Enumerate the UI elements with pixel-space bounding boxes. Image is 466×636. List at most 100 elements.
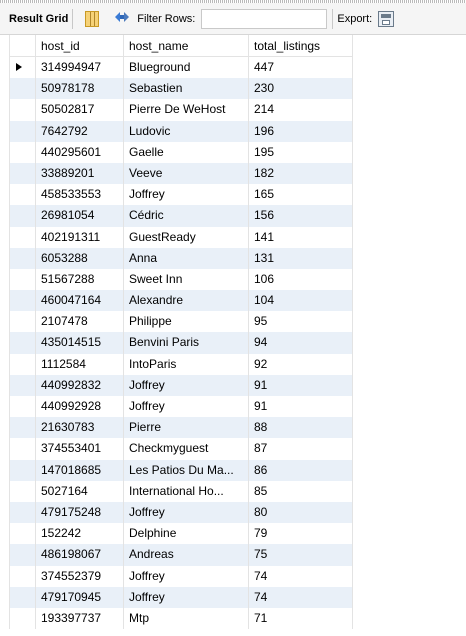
row-selector-header[interactable] <box>10 35 36 56</box>
table-row[interactable]: 458533553 Joffrey 165 <box>10 184 353 206</box>
cell-host-name[interactable]: IntoParis <box>124 353 249 375</box>
cell-total-listings[interactable]: 85 <box>249 480 353 502</box>
row-selector[interactable] <box>10 353 36 375</box>
column-header-host-name[interactable]: host_name <box>124 35 249 56</box>
row-selector[interactable] <box>10 120 36 142</box>
cell-host-id[interactable]: 7642792 <box>36 120 124 142</box>
row-selector[interactable] <box>10 226 36 248</box>
table-row[interactable]: 26981054 Cédric 156 <box>10 205 353 227</box>
cell-host-name[interactable]: Philippe <box>124 311 249 333</box>
cell-host-id[interactable]: 479170945 <box>36 586 124 608</box>
cell-total-listings[interactable]: 94 <box>249 332 353 354</box>
cell-host-name[interactable]: Veeve <box>124 162 249 185</box>
cell-host-name[interactable]: Cédric <box>124 205 249 227</box>
cell-total-listings[interactable]: 165 <box>249 184 353 206</box>
row-selector[interactable] <box>10 565 36 587</box>
table-row[interactable]: 1112584 IntoParis 92 <box>10 353 353 375</box>
row-selector[interactable] <box>10 417 36 439</box>
row-selector[interactable] <box>10 184 36 206</box>
cell-host-id[interactable]: 458533553 <box>36 184 124 206</box>
row-selector[interactable] <box>10 141 36 163</box>
row-selector[interactable] <box>10 99 36 121</box>
row-selector[interactable] <box>10 57 36 79</box>
cell-host-id[interactable]: 440992928 <box>36 396 124 418</box>
column-header-total-listings[interactable]: total_listings <box>249 35 353 56</box>
cell-host-id[interactable]: 314994947 <box>36 57 124 79</box>
cell-total-listings[interactable]: 75 <box>249 544 353 566</box>
table-row[interactable]: 2107478 Philippe 95 <box>10 311 353 333</box>
table-row[interactable]: 7642792 Ludovic 196 <box>10 120 353 142</box>
cell-host-name[interactable]: Blueground <box>124 57 249 79</box>
grid-layout-icon[interactable] <box>85 10 100 27</box>
cell-host-name[interactable]: International Ho... <box>124 480 249 502</box>
cell-host-name[interactable]: Anna <box>124 247 249 269</box>
cell-host-name[interactable]: Sweet Inn <box>124 268 249 291</box>
cell-total-listings[interactable]: 104 <box>249 290 353 312</box>
table-row[interactable]: 440992928 Joffrey 91 <box>10 396 353 418</box>
row-selector[interactable] <box>10 290 36 312</box>
cell-total-listings[interactable]: 131 <box>249 247 353 269</box>
row-selector[interactable] <box>10 586 36 608</box>
cell-total-listings[interactable]: 195 <box>249 141 353 163</box>
cell-host-name[interactable]: Mtp <box>124 607 249 630</box>
cell-total-listings[interactable]: 74 <box>249 565 353 587</box>
table-row[interactable]: 33889201 Veeve 182 <box>10 162 353 185</box>
row-selector[interactable] <box>10 438 36 460</box>
table-row[interactable]: 435014515 Benvini Paris 94 <box>10 332 353 354</box>
cell-host-id[interactable]: 5027164 <box>36 480 124 502</box>
cell-host-id[interactable]: 21630783 <box>36 417 124 439</box>
row-selector[interactable] <box>10 607 36 630</box>
cell-host-id[interactable]: 1112584 <box>36 353 124 375</box>
table-row[interactable]: 152242 Delphine 79 <box>10 523 353 545</box>
cell-total-listings[interactable]: 88 <box>249 417 353 439</box>
row-selector[interactable] <box>10 480 36 502</box>
row-selector[interactable] <box>10 396 36 418</box>
cell-host-name[interactable]: Sebastien <box>124 78 249 100</box>
cell-host-name[interactable]: Checkmyguest <box>124 438 249 460</box>
cell-host-id[interactable]: 435014515 <box>36 332 124 354</box>
table-row[interactable]: 440992832 Joffrey 91 <box>10 374 353 396</box>
row-selector[interactable] <box>10 162 36 185</box>
cell-host-id[interactable]: 374553401 <box>36 438 124 460</box>
cell-host-name[interactable]: Gaelle <box>124 141 249 163</box>
cell-host-id[interactable]: 460047164 <box>36 290 124 312</box>
cell-total-listings[interactable]: 92 <box>249 353 353 375</box>
table-row[interactable]: 50502817 Pierre De WeHost 214 <box>10 99 353 121</box>
cell-host-id[interactable]: 33889201 <box>36 162 124 185</box>
result-grid-tab[interactable]: Result Grid <box>9 12 69 25</box>
cell-host-id[interactable]: 374552379 <box>36 565 124 587</box>
refresh-icon[interactable] <box>113 10 131 27</box>
cell-host-name[interactable]: Benvini Paris <box>124 332 249 354</box>
cell-total-listings[interactable]: 80 <box>249 501 353 524</box>
export-icon[interactable] <box>378 10 395 27</box>
row-selector[interactable] <box>10 205 36 227</box>
cell-total-listings[interactable]: 156 <box>249 205 353 227</box>
cell-host-name[interactable]: GuestReady <box>124 226 249 248</box>
cell-total-listings[interactable]: 71 <box>249 607 353 630</box>
table-row[interactable]: 50978178 Sebastien 230 <box>10 78 353 100</box>
cell-host-id[interactable]: 50978178 <box>36 78 124 100</box>
cell-host-id[interactable]: 26981054 <box>36 205 124 227</box>
column-header-host-id[interactable]: host_id <box>36 35 124 56</box>
row-selector[interactable] <box>10 544 36 566</box>
table-row[interactable]: 314994947 Blueground 447 <box>10 57 353 79</box>
cell-host-id[interactable]: 6053288 <box>36 247 124 269</box>
cell-host-id[interactable]: 440295601 <box>36 141 124 163</box>
cell-host-name[interactable]: Joffrey <box>124 565 249 587</box>
cell-host-id[interactable]: 2107478 <box>36 311 124 333</box>
cell-total-listings[interactable]: 87 <box>249 438 353 460</box>
table-row[interactable]: 402191311 GuestReady 141 <box>10 226 353 248</box>
table-row[interactable]: 486198067 Andreas 75 <box>10 544 353 566</box>
table-row[interactable]: 5027164 International Ho... 85 <box>10 480 353 502</box>
cell-host-id[interactable]: 193397737 <box>36 607 124 630</box>
cell-host-id[interactable]: 50502817 <box>36 99 124 121</box>
cell-host-name[interactable]: Ludovic <box>124 120 249 142</box>
table-row[interactable]: 374552379 Joffrey 74 <box>10 565 353 587</box>
cell-host-id[interactable]: 147018685 <box>36 459 124 481</box>
cell-total-listings[interactable]: 214 <box>249 99 353 121</box>
cell-total-listings[interactable]: 91 <box>249 396 353 418</box>
row-selector[interactable] <box>10 523 36 545</box>
row-selector[interactable] <box>10 311 36 333</box>
cell-total-listings[interactable]: 196 <box>249 120 353 142</box>
cell-host-id[interactable]: 440992832 <box>36 374 124 396</box>
